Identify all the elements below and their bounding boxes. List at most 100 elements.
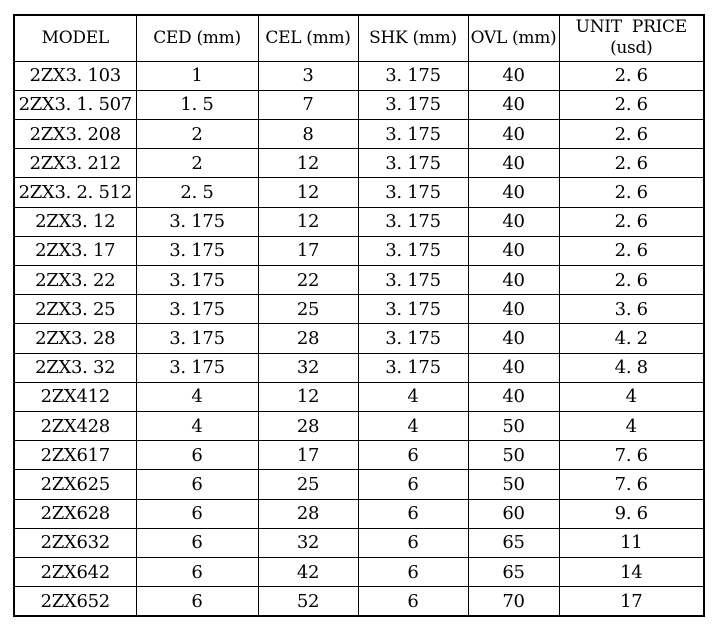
table-cell: 40	[467, 381, 560, 412]
table-cell: 3. 175	[357, 118, 469, 150]
table-cell: 2. 6	[558, 148, 705, 179]
product-spec-table: MODEL CED (mm) CEL (mm) SHK (mm) OVL (mm…	[13, 14, 705, 617]
table-row: 2ZX428 4 28 4 50 4	[13, 410, 705, 442]
table-cell: 40	[467, 118, 560, 150]
table-cell: 40	[467, 352, 560, 383]
table-cell: 9. 6	[558, 498, 705, 529]
table-cell: 2ZX628	[13, 498, 137, 529]
table-cell: 40	[467, 235, 560, 266]
table-cell: 32	[257, 527, 359, 558]
table-cell: 3. 6	[558, 294, 705, 325]
table-cell: 22	[257, 264, 359, 296]
table-cell: 40	[467, 264, 560, 296]
column-header-cel: CEL (mm)	[257, 14, 359, 62]
table-cell: 2ZX3. 22	[13, 264, 137, 296]
table-cell: 28	[257, 323, 359, 354]
table-cell: 40	[467, 60, 560, 91]
column-header-unit-price: UNIT PRICE (usd)	[558, 14, 705, 62]
table-row: 2ZX3. 1. 507 1. 5 7 3. 175 40 2. 6	[13, 89, 705, 120]
table-cell: 25	[257, 469, 359, 500]
table-cell: 2ZX625	[13, 469, 137, 500]
table-row: 2ZX617 6 17 6 50 7. 6	[13, 440, 705, 471]
table-cell: 4	[135, 410, 259, 442]
table-cell: 11	[558, 527, 705, 558]
table-row: 2ZX3. 22 3. 175 22 3. 175 40 2. 6	[13, 264, 705, 296]
table-cell: 2ZX3. 32	[13, 352, 137, 383]
table-row: 2ZX3. 2. 512 2. 5 12 3. 175 40 2. 6	[13, 177, 705, 208]
table-row: 2ZX632 6 32 6 65 11	[13, 527, 705, 558]
table-cell: 40	[467, 89, 560, 120]
table-cell: 6	[357, 586, 469, 617]
table-cell: 2ZX3. 2. 512	[13, 177, 137, 208]
table-cell: 6	[357, 469, 469, 500]
table-cell: 3. 175	[357, 294, 469, 325]
table-cell: 3. 175	[135, 294, 259, 325]
table-cell: 4. 2	[558, 323, 705, 354]
table-cell: 40	[467, 148, 560, 179]
column-header-ovl: OVL (mm)	[467, 14, 560, 62]
table-cell: 2ZX3. 208	[13, 118, 137, 150]
table-cell: 2ZX652	[13, 586, 137, 617]
table-row: 2ZX412 4 12 4 40 4	[13, 381, 705, 412]
table-row: 2ZX642 6 42 6 65 14	[13, 556, 705, 588]
table-cell: 3. 175	[135, 323, 259, 354]
table-cell: 2. 6	[558, 118, 705, 150]
table-row: 2ZX628 6 28 6 60 9. 6	[13, 498, 705, 529]
table-cell: 6	[357, 498, 469, 529]
table-cell: 7. 6	[558, 440, 705, 471]
table-cell: 6	[357, 556, 469, 588]
table-cell: 2ZX3. 1. 507	[13, 89, 137, 120]
table-cell: 4	[357, 410, 469, 442]
table-cell: 40	[467, 323, 560, 354]
table-cell: 2ZX3. 17	[13, 235, 137, 266]
table-cell: 3. 175	[357, 148, 469, 179]
table-cell: 65	[467, 556, 560, 588]
table-cell: 17	[558, 586, 705, 617]
table-cell: 32	[257, 352, 359, 383]
table-cell: 65	[467, 527, 560, 558]
table-row: 2ZX3. 28 3. 175 28 3. 175 40 4. 2	[13, 323, 705, 354]
table-cell: 17	[257, 235, 359, 266]
table-cell: 50	[467, 469, 560, 500]
table-cell: 4. 8	[558, 352, 705, 383]
table-cell: 3. 175	[357, 264, 469, 296]
table-cell: 60	[467, 498, 560, 529]
table-cell: 50	[467, 410, 560, 442]
table-cell: 40	[467, 294, 560, 325]
table-cell: 12	[257, 206, 359, 237]
table-cell: 4	[135, 381, 259, 412]
table-cell: 50	[467, 440, 560, 471]
table-cell: 2. 6	[558, 177, 705, 208]
table-cell: 12	[257, 177, 359, 208]
table-row: 2ZX625 6 25 6 50 7. 6	[13, 469, 705, 500]
table-cell: 1	[135, 60, 259, 91]
table-cell: 40	[467, 206, 560, 237]
table-cell: 3	[257, 60, 359, 91]
table-cell: 2ZX642	[13, 556, 137, 588]
table-cell: 2ZX3. 28	[13, 323, 137, 354]
table-row: 2ZX3. 212 2 12 3. 175 40 2. 6	[13, 148, 705, 179]
table-cell: 2	[135, 148, 259, 179]
table-row: 2ZX3. 32 3. 175 32 3. 175 40 4. 8	[13, 352, 705, 383]
price-table-container: MODEL CED (mm) CEL (mm) SHK (mm) OVL (mm…	[13, 14, 705, 617]
table-cell: 52	[257, 586, 359, 617]
table-cell: 6	[135, 586, 259, 617]
table-cell: 2	[135, 118, 259, 150]
table-cell: 6	[135, 498, 259, 529]
column-header-ced: CED (mm)	[135, 14, 259, 62]
table-cell: 70	[467, 586, 560, 617]
table-cell: 3. 175	[357, 235, 469, 266]
table-cell: 6	[135, 440, 259, 471]
table-cell: 2ZX3. 25	[13, 294, 137, 325]
table-cell: 3. 175	[357, 177, 469, 208]
table-row: 2ZX3. 17 3. 175 17 3. 175 40 2. 6	[13, 235, 705, 266]
table-cell: 8	[257, 118, 359, 150]
table-cell: 2ZX617	[13, 440, 137, 471]
table-cell: 7. 6	[558, 469, 705, 500]
table-cell: 28	[257, 498, 359, 529]
table-cell: 6	[135, 556, 259, 588]
table-cell: 4	[558, 381, 705, 412]
table-cell: 2ZX428	[13, 410, 137, 442]
table-cell: 28	[257, 410, 359, 442]
